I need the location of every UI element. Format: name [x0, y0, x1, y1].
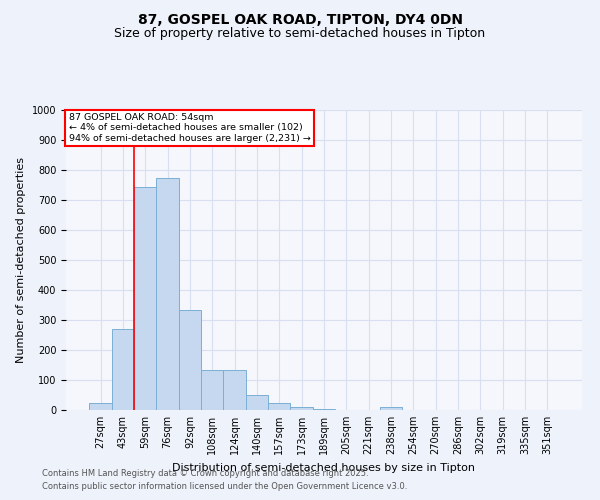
Bar [246, 395, 268, 410]
Bar [134, 186, 157, 410]
Text: Contains public sector information licensed under the Open Government Licence v3: Contains public sector information licen… [42, 482, 407, 491]
Bar [157, 178, 179, 410]
Bar [201, 370, 223, 410]
X-axis label: Distribution of semi-detached houses by size in Tipton: Distribution of semi-detached houses by … [173, 462, 476, 472]
Bar [313, 408, 335, 410]
Bar [268, 402, 290, 410]
Text: 87 GOSPEL OAK ROAD: 54sqm
← 4% of semi-detached houses are smaller (102)
94% of : 87 GOSPEL OAK ROAD: 54sqm ← 4% of semi-d… [68, 113, 310, 143]
Bar [179, 310, 201, 410]
Text: Contains HM Land Registry data © Crown copyright and database right 2025.: Contains HM Land Registry data © Crown c… [42, 468, 368, 477]
Text: Size of property relative to semi-detached houses in Tipton: Size of property relative to semi-detach… [115, 28, 485, 40]
Bar [380, 407, 402, 410]
Y-axis label: Number of semi-detached properties: Number of semi-detached properties [16, 157, 26, 363]
Bar [223, 370, 246, 410]
Bar [290, 407, 313, 410]
Bar [89, 402, 112, 410]
Text: 87, GOSPEL OAK ROAD, TIPTON, DY4 0DN: 87, GOSPEL OAK ROAD, TIPTON, DY4 0DN [137, 12, 463, 26]
Bar [112, 329, 134, 410]
